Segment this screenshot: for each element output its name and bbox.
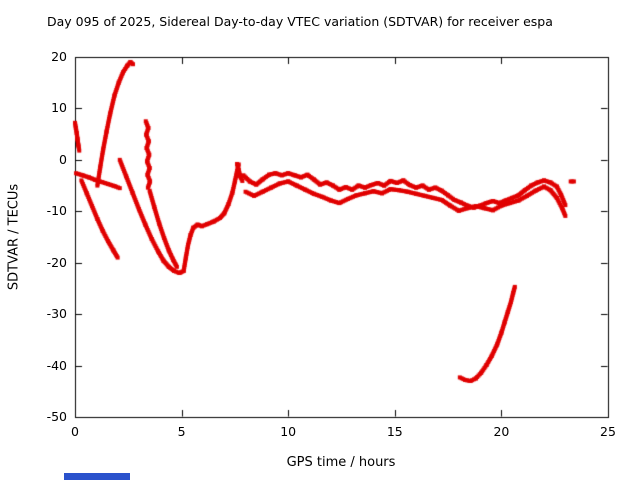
y-tick-label: -20 <box>46 254 67 270</box>
y-tick-label: 20 <box>51 49 67 64</box>
y-tick-label: -10 <box>46 203 67 219</box>
y-tick-label: -30 <box>46 306 67 322</box>
y-tick-label: 0 <box>59 151 67 167</box>
x-tick-label: 20 <box>493 424 510 439</box>
x-tick-label: 25 <box>600 424 616 439</box>
taskbar-fragment <box>64 473 130 480</box>
x-tick-label: 0 <box>71 424 79 439</box>
x-axis-label: GPS time / hours <box>286 455 396 470</box>
chart-title: Day 095 of 2025, Sidereal Day-to-day VTE… <box>47 14 553 29</box>
y-tick-label: -40 <box>46 357 67 373</box>
x-tick-label: 10 <box>280 424 297 439</box>
y-tick-label: -50 <box>46 409 67 424</box>
x-tick-label: 5 <box>177 424 186 439</box>
y-axis-label: SDTVAR / TECUs <box>6 183 22 291</box>
y-tick-label: 10 <box>51 100 67 116</box>
x-tick-label: 15 <box>386 424 403 439</box>
